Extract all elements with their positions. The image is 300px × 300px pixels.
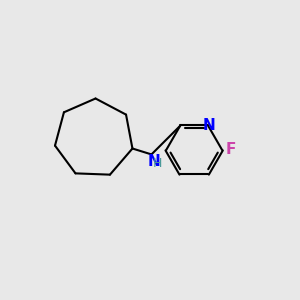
Text: F: F [225, 142, 236, 158]
Text: H: H [153, 157, 162, 170]
Text: N: N [148, 154, 161, 169]
Text: N: N [203, 118, 215, 133]
